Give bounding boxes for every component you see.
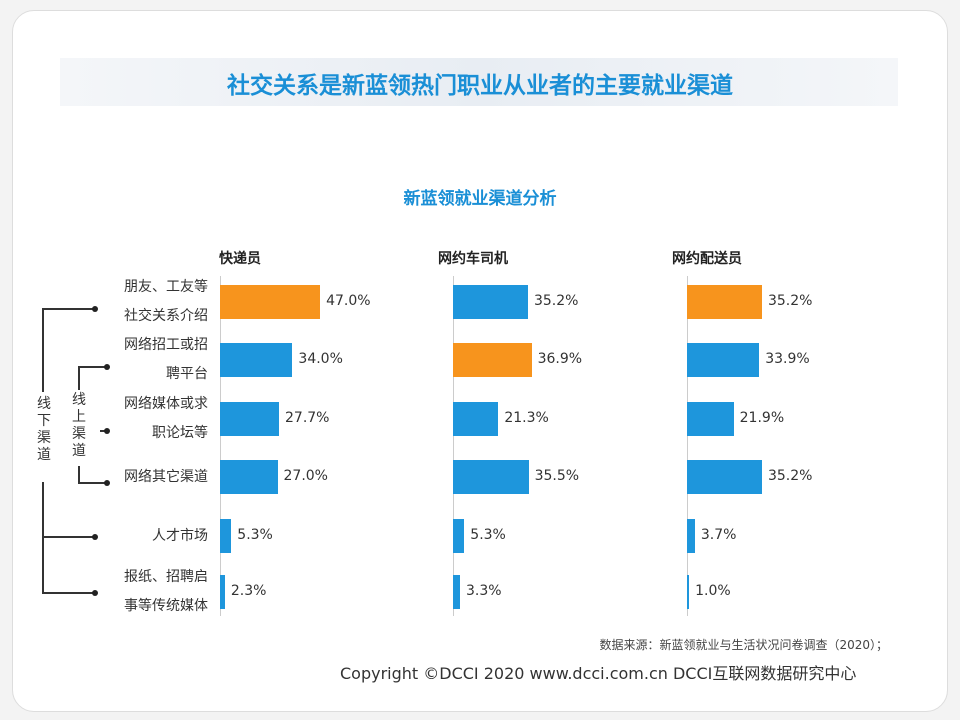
panel-header: 网约车司机	[438, 251, 508, 267]
value-label: 21.9%	[739, 410, 785, 426]
value-label: 36.9%	[537, 351, 583, 367]
bar	[453, 402, 499, 436]
category-label: 人才市场	[90, 522, 208, 551]
offline-label: 线下渠道	[36, 396, 52, 464]
axis-line	[453, 276, 454, 616]
bar	[687, 460, 762, 494]
category-label-line: 事等传统媒体	[124, 598, 208, 614]
bar	[220, 519, 232, 553]
axis-line	[687, 276, 688, 616]
bar	[453, 575, 461, 609]
category-label: 报纸、招聘启 事等传统媒体	[90, 563, 208, 621]
bar	[220, 343, 293, 377]
category-label: 网络招工或招聘平台	[90, 331, 208, 389]
bracket-dot	[104, 480, 110, 486]
value-label: 35.2%	[767, 468, 813, 484]
value-label: 27.7%	[285, 410, 330, 426]
value-label: 5.3%	[470, 527, 506, 543]
value-label: 35.2%	[533, 293, 579, 309]
bracket-line	[42, 592, 94, 594]
value-label: 35.5%	[534, 468, 580, 484]
value-label: 47.0%	[326, 293, 371, 309]
category-label-line: 聘平台	[166, 366, 208, 382]
value-label: 3.7%	[700, 527, 737, 543]
panel-header: 网约配送员	[672, 251, 742, 267]
bar	[687, 285, 762, 319]
bar	[453, 460, 529, 494]
bracket-line	[78, 366, 106, 368]
category-label-line: 报纸、招聘启	[124, 569, 208, 585]
panel-header: 快递员	[219, 251, 261, 267]
value-label: 2.3%	[230, 583, 267, 599]
value-label: 35.2%	[767, 293, 813, 309]
bracket-dot	[92, 534, 98, 540]
bar	[687, 402, 734, 436]
bar	[687, 519, 695, 553]
category-label-line: 网络其它渠道	[124, 468, 208, 485]
category-label: 网络其它渠道	[90, 463, 208, 492]
bar	[453, 343, 532, 377]
bracket-line	[78, 482, 106, 484]
bracket-dot	[104, 428, 110, 434]
category-label: 朋友、工友等 社交关系介绍	[90, 273, 208, 331]
bar	[220, 285, 321, 319]
bracket-line	[42, 536, 94, 538]
value-label: 1.0%	[695, 583, 731, 599]
bar	[220, 460, 278, 494]
bracket-dot	[104, 364, 110, 370]
bar	[220, 575, 225, 609]
bracket-dot	[92, 590, 98, 596]
chart-title: 社交关系是新蓝领热门职业从业者的主要就业渠道	[227, 73, 733, 99]
source-note: 数据来源：新蓝领就业与生活状况问卷调查（2020）；	[599, 638, 888, 652]
bracket-line	[42, 308, 94, 310]
category-label-line: 社交关系介绍	[124, 308, 208, 324]
chart-subtitle: 新蓝领就业渠道分析	[403, 189, 557, 209]
copyright: Copyright ©DCCI 2020 www.dcci.com.cn DCC…	[340, 664, 857, 683]
category-label: 网络媒体或求职论坛等	[90, 390, 208, 448]
bar	[687, 575, 690, 609]
offline-bracket-top	[42, 308, 44, 392]
category-label-line: 职论坛等	[152, 425, 208, 441]
category-label-line: 朋友、工友等	[124, 279, 208, 295]
bracket-dot	[92, 306, 98, 312]
category-label-line: 网络媒体或求	[124, 396, 208, 412]
bar	[453, 285, 528, 319]
value-label: 21.3%	[504, 410, 549, 426]
category-label-line: 网络招工或招	[124, 337, 208, 353]
online-bracket-bottom	[78, 466, 80, 484]
online-label: 线上渠道	[71, 392, 87, 460]
online-bracket-top	[78, 366, 80, 390]
axis-line	[220, 276, 221, 616]
bracket-line	[100, 430, 106, 432]
value-label: 33.9%	[765, 351, 810, 367]
value-label: 34.0%	[298, 351, 343, 367]
bar	[453, 519, 465, 553]
value-label: 5.3%	[237, 527, 273, 543]
title-banner	[60, 58, 898, 106]
value-label: 27.0%	[283, 468, 328, 484]
value-label: 3.3%	[466, 583, 502, 599]
bar	[220, 402, 279, 436]
bar	[687, 343, 760, 377]
category-label-line: 人才市场	[152, 527, 208, 544]
